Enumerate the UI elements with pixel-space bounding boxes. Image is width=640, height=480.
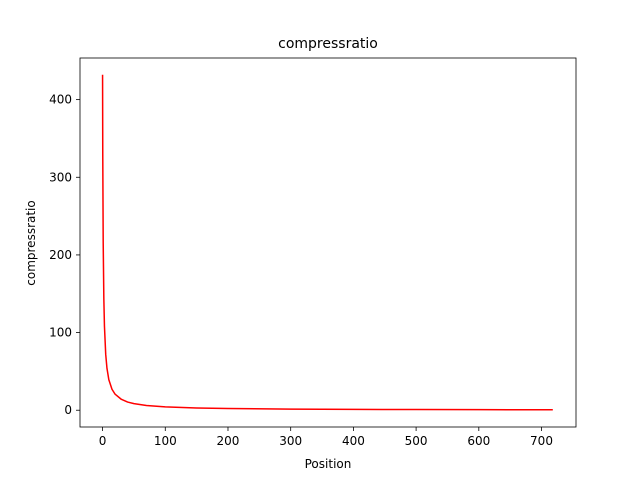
x-tick-label: 100 [154, 434, 177, 448]
y-tick-label: 400 [49, 93, 72, 107]
plot-frame [79, 57, 577, 428]
x-tick-label: 600 [467, 434, 490, 448]
y-tick-label: 100 [49, 326, 72, 340]
x-tick-label: 700 [530, 434, 553, 448]
y-tick-label: 200 [49, 248, 72, 262]
y-tick-label: 300 [49, 170, 72, 184]
x-tick-label: 0 [99, 434, 107, 448]
x-axis-label: Position [305, 457, 352, 471]
x-tick-label: 400 [342, 434, 365, 448]
series-line-0 [101, 74, 553, 411]
x-tick-label: 500 [405, 434, 428, 448]
chart-title: compressratio [278, 36, 378, 52]
x-tick-label: 300 [279, 434, 302, 448]
y-axis-label: compressratio [24, 200, 38, 285]
y-tick-label: 0 [64, 403, 72, 417]
x-tick-label: 200 [217, 434, 240, 448]
